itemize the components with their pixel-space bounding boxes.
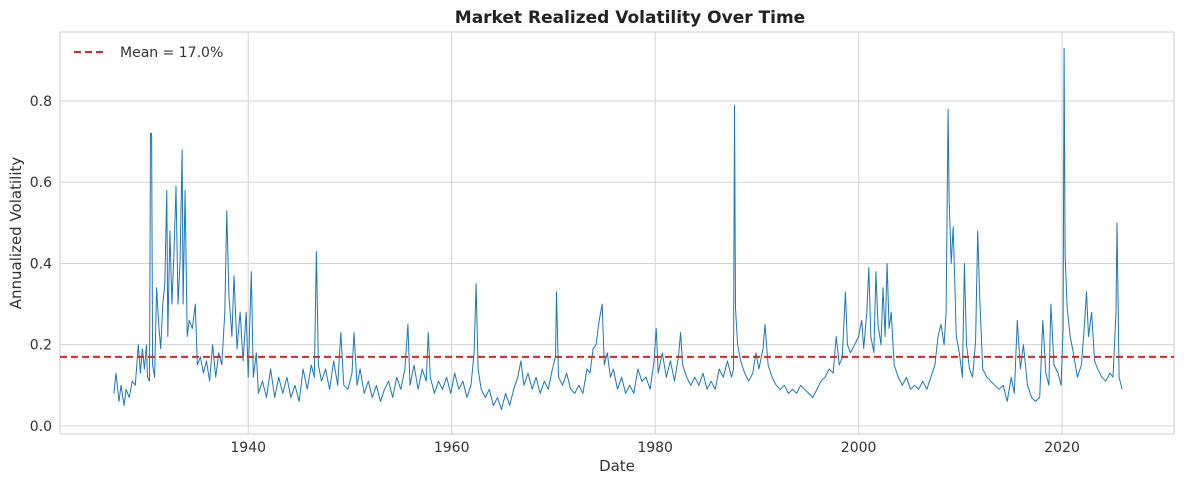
- series-group: [60, 47, 1174, 411]
- x-axis-title: Date: [599, 457, 635, 475]
- x-tick-label: 1940: [230, 440, 266, 456]
- y-axis-ticks: 0.0 0.2 0.4 0.6 0.8: [30, 94, 52, 435]
- volatility-series-line: [113, 47, 1123, 411]
- y-axis-title: Annualized Volatility: [7, 157, 25, 310]
- y-tick-label: 0.0: [30, 419, 52, 435]
- plot-area: [59, 31, 1175, 435]
- y-tick-label: 0.8: [30, 94, 52, 110]
- legend-box: [64, 36, 244, 68]
- x-tick-label: 1980: [637, 440, 673, 456]
- y-tick-label: 0.2: [30, 338, 52, 354]
- y-tick-label: 0.4: [30, 256, 52, 272]
- chart-title: Market Realized Volatility Over Time: [455, 8, 805, 28]
- x-tick-label: 2020: [1044, 440, 1080, 456]
- grid-lines: [60, 32, 1174, 434]
- y-tick-label: 0.6: [30, 175, 52, 191]
- x-axis-ticks: 1940 1960 1980 2000 2020: [230, 440, 1080, 456]
- legend: Mean = 17.0%: [64, 36, 244, 68]
- legend-mean-label: Mean = 17.0%: [120, 45, 223, 61]
- x-tick-label: 1960: [434, 440, 470, 456]
- x-tick-label: 2000: [841, 440, 877, 456]
